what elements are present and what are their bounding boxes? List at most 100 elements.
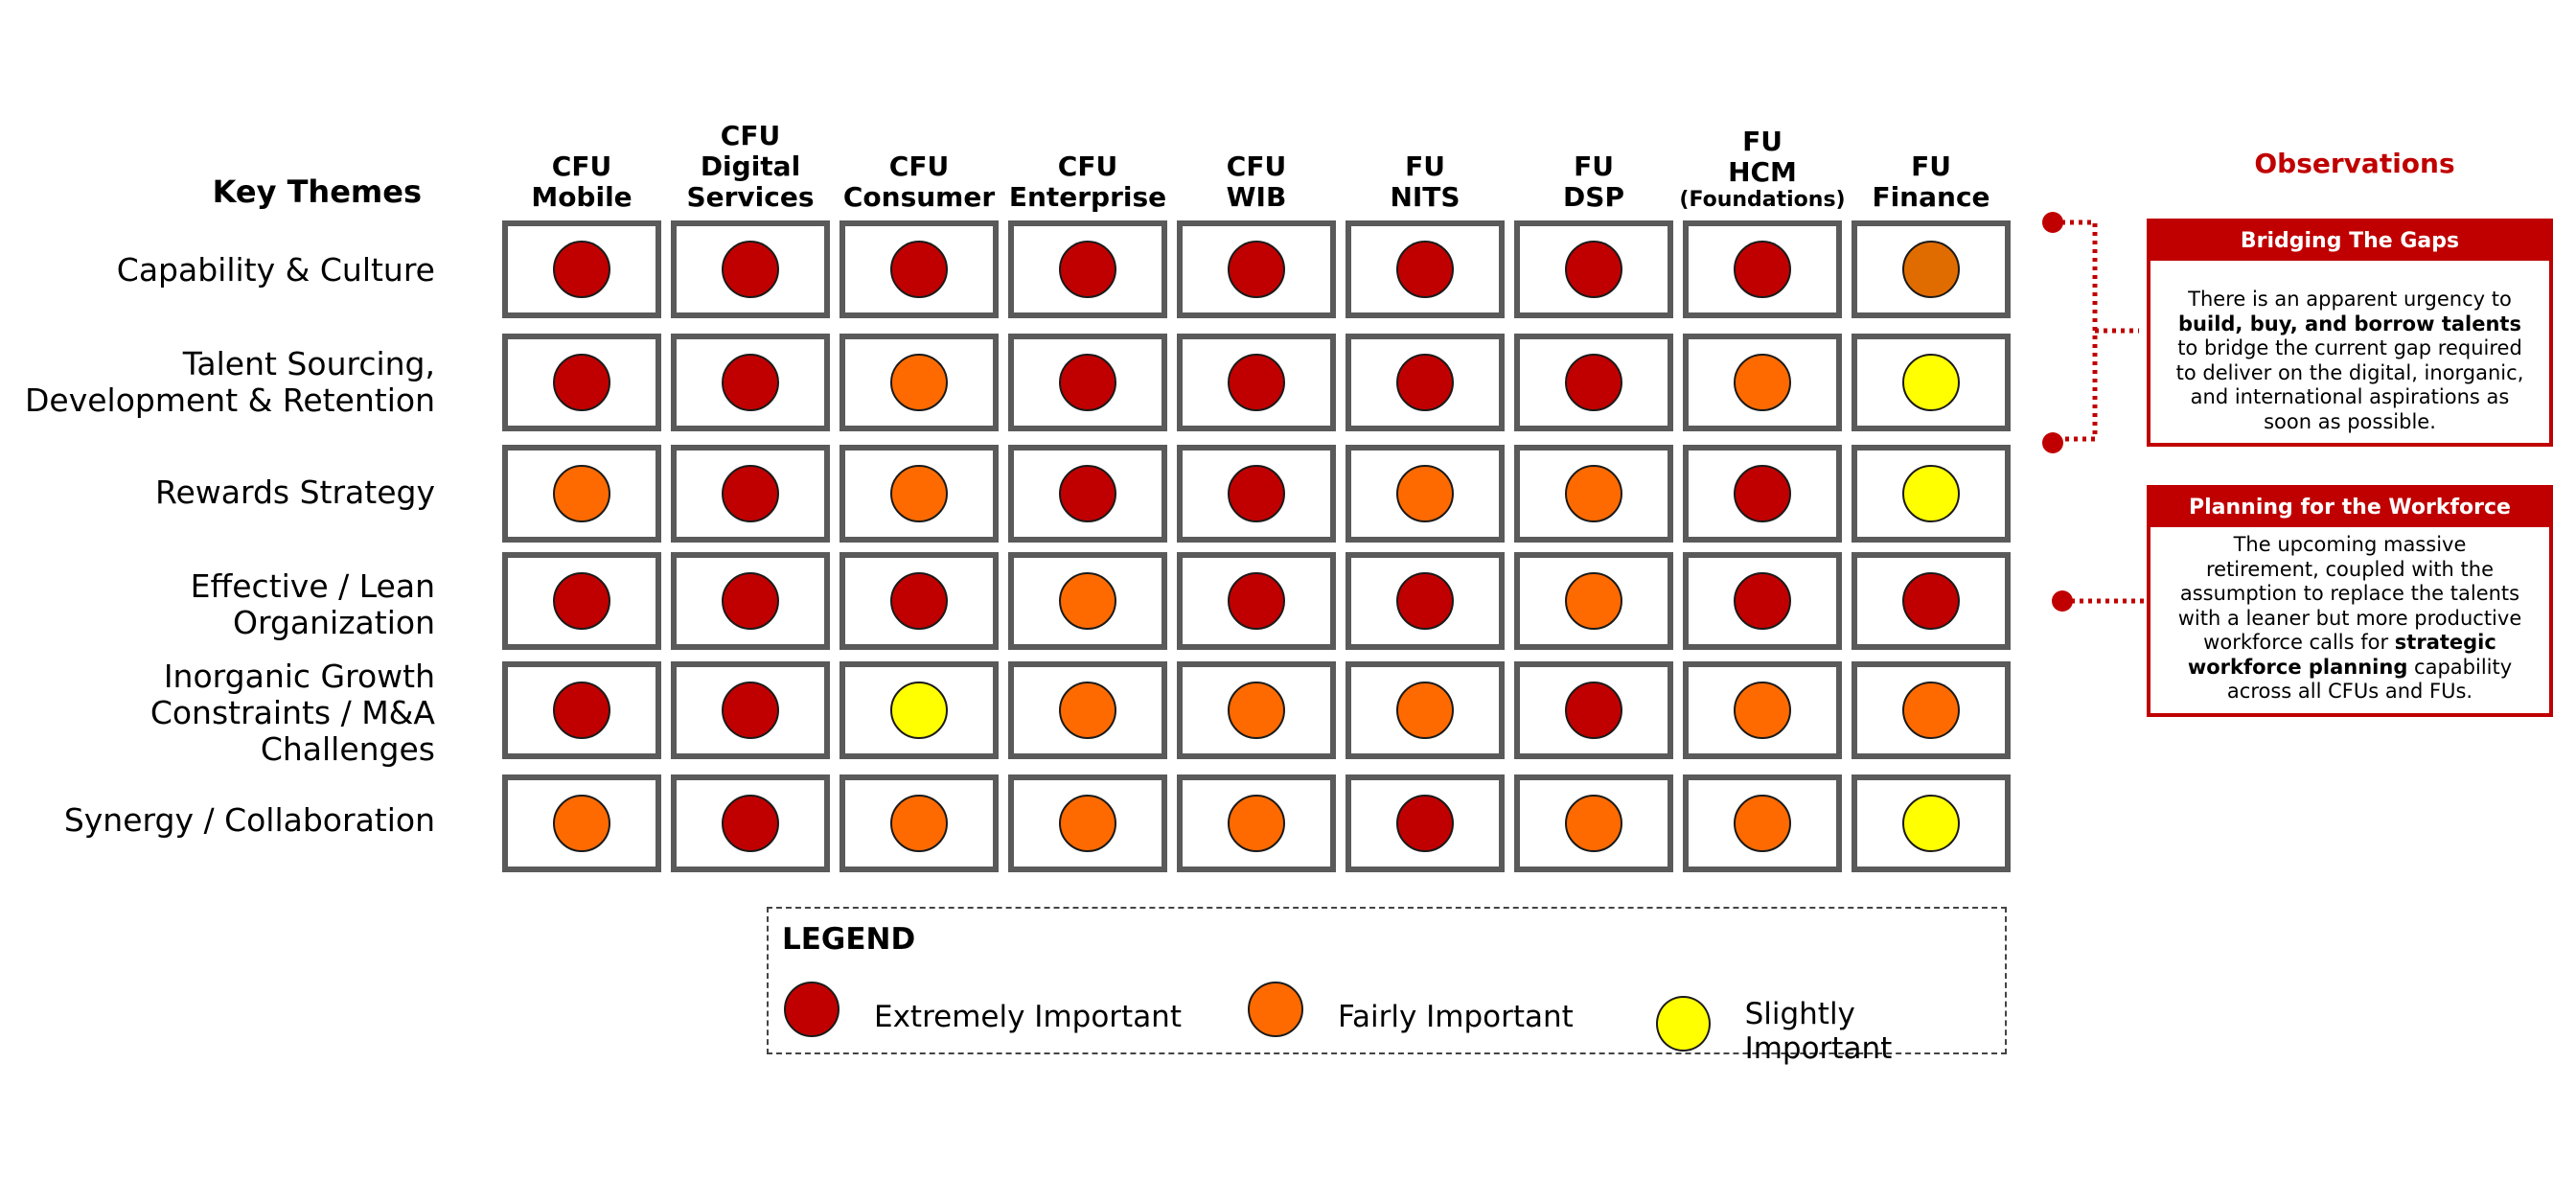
observation-bold-text: workforce planning [2187, 655, 2408, 679]
importance-dot [1902, 465, 1960, 522]
legend-item-fairly: Fairly Important [1248, 982, 1574, 1037]
column-header: FU NITS [1344, 121, 1506, 213]
observation-line: build, buy, and borrow talents [2178, 312, 2521, 335]
row-label: Capability & Culture [19, 242, 435, 299]
legend-extremely-dot [784, 982, 840, 1037]
importance-dot [1902, 354, 1960, 411]
matrix-cell [1683, 445, 1842, 543]
importance-dot [722, 241, 779, 298]
importance-dot [1734, 241, 1791, 298]
row-label-line: Development & Retention [25, 381, 435, 419]
row-label: Rewards Strategy [19, 474, 435, 512]
legend-extremely-label: Extremely Important [874, 1000, 1182, 1034]
row-label: Talent Sourcing, Development & Retention [19, 339, 435, 426]
column-header-line: Digital [700, 150, 801, 182]
legend-item-slightly: Slightly Important [1656, 982, 2005, 1066]
matrix-cell [1008, 661, 1167, 759]
legend-slightly-dot [1656, 996, 1711, 1052]
observation-line: There is an apparent urgency to [2188, 288, 2512, 311]
row-label-line: Talent Sourcing, [182, 345, 435, 382]
column-header: CFU Consumer [838, 121, 1000, 213]
importance-dot [1396, 795, 1454, 852]
importance-dot [722, 572, 779, 630]
row-label-line: Constraints / M&A [150, 694, 435, 731]
matrix-cell [502, 552, 661, 650]
matrix-cell [1852, 774, 2011, 872]
matrix-cell [1852, 661, 2011, 759]
importance-dot [1228, 682, 1285, 739]
column-header-line: CFU [1226, 150, 1287, 182]
importance-dot [1059, 354, 1116, 411]
importance-dot [1396, 354, 1454, 411]
legend-item-extremely: Extremely Important [784, 982, 1182, 1037]
column-header-line: Consumer [842, 181, 996, 213]
observation-box-bridging-gaps: Bridging The Gaps There is an apparent u… [2147, 219, 2553, 447]
importance-dot [553, 241, 610, 298]
observation-heading: Planning for the Workforce [2150, 489, 2549, 527]
importance-dot [1228, 354, 1285, 411]
matrix-cell [502, 220, 661, 318]
connector-dot [2042, 212, 2063, 233]
importance-dot [1565, 795, 1622, 852]
importance-dot [1902, 795, 1960, 852]
observation-line: to deliver on the digital, inorganic, [2175, 360, 2524, 384]
column-header: CFU Digital Services [669, 121, 832, 213]
matrix-cell [1852, 220, 2011, 318]
matrix-cell [671, 774, 830, 872]
importance-dot [1902, 572, 1960, 630]
importance-dot [890, 354, 948, 411]
importance-dot [890, 465, 948, 522]
importance-dot [1734, 682, 1791, 739]
matrix-cell [840, 445, 999, 543]
bracket-connector [2053, 220, 2139, 442]
key-themes-heading: Key Themes [212, 173, 422, 210]
column-header-line: Services [686, 181, 815, 213]
observation-line: across all CFUs and FUs. [2226, 680, 2473, 703]
matrix-cell [1346, 661, 1505, 759]
column-header: FU HCM (Foundations) [1679, 121, 1845, 213]
matrix-cell [1683, 334, 1842, 431]
matrix-cell [1852, 445, 2011, 543]
matrix-cell [1008, 774, 1167, 872]
importance-dot [1396, 465, 1454, 522]
observation-box-workforce-planning: Planning for the Workforce The upcoming … [2147, 485, 2553, 717]
matrix-cell [502, 445, 661, 543]
importance-dot [1734, 465, 1791, 522]
importance-dot [1059, 682, 1116, 739]
matrix-cell [1346, 774, 1505, 872]
importance-dot [1565, 682, 1622, 739]
observation-line: with a leaner but more productive [2177, 606, 2522, 630]
column-header-line: CFU [720, 120, 781, 151]
observation-line: assumption to replace the talents [2179, 582, 2520, 605]
matrix-cell [1683, 774, 1842, 872]
row-label-line: Rewards Strategy [155, 474, 435, 511]
column-header-line: CFU [551, 150, 612, 182]
importance-dot [1902, 241, 1960, 298]
column-header: CFU Mobile [500, 121, 663, 213]
importance-dot [890, 795, 948, 852]
observation-text: workforce calls for [2203, 631, 2395, 654]
column-header-line: Finance [1872, 181, 1990, 213]
matrix-cell [1177, 661, 1336, 759]
importance-dot [722, 682, 779, 739]
matrix-cell [840, 552, 999, 650]
connector-dot [2042, 432, 2063, 453]
matrix-cell [671, 552, 830, 650]
matrix-cell [502, 774, 661, 872]
column-header: CFU Enterprise [1006, 121, 1169, 213]
row-label-line: Organization [233, 604, 435, 641]
matrix-cell [1683, 661, 1842, 759]
matrix-cell [1514, 661, 1673, 759]
observation-heading: Bridging The Gaps [2150, 222, 2549, 261]
importance-dot [1902, 682, 1960, 739]
matrix-cell [1346, 445, 1505, 543]
matrix-cell [502, 334, 661, 431]
observation-line: and international aspirations as [2190, 385, 2510, 408]
legend-title: LEGEND [782, 922, 916, 957]
matrix-cell [1008, 552, 1167, 650]
row-label: Effective / Lean Organization [19, 562, 435, 648]
importance-dot [1396, 241, 1454, 298]
column-header: FU DSP [1512, 121, 1675, 213]
matrix-cell [1346, 552, 1505, 650]
importance-dot [1228, 795, 1285, 852]
